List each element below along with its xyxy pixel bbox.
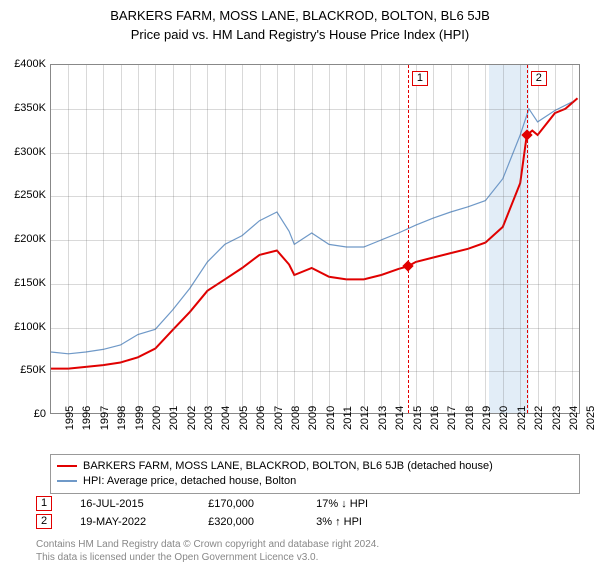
copyright: Contains HM Land Registry data © Crown c… bbox=[36, 539, 379, 564]
chart-title: BARKERS FARM, MOSS LANE, BLACKROD, BOLTO… bbox=[0, 8, 600, 23]
gridline-h bbox=[51, 153, 579, 154]
gridline-v bbox=[572, 65, 573, 413]
yaxis-label: £300K bbox=[14, 146, 46, 158]
gridline-v bbox=[538, 65, 539, 413]
gridline-v bbox=[503, 65, 504, 413]
gridline-v bbox=[277, 65, 278, 413]
legend-swatch bbox=[57, 480, 77, 482]
gridline-h bbox=[51, 196, 579, 197]
gridline-v bbox=[364, 65, 365, 413]
yaxis-label: £350K bbox=[14, 102, 46, 114]
gridline-h bbox=[51, 371, 579, 372]
chart-container: BARKERS FARM, MOSS LANE, BLACKROD, BOLTO… bbox=[0, 8, 600, 568]
gridline-v bbox=[86, 65, 87, 413]
gridline-h bbox=[51, 284, 579, 285]
gridline-v bbox=[346, 65, 347, 413]
gridline-v bbox=[416, 65, 417, 413]
sale-num: 2 bbox=[36, 514, 52, 529]
gridline-v bbox=[555, 65, 556, 413]
sale-price: £170,000 bbox=[208, 498, 288, 510]
gridline-v bbox=[121, 65, 122, 413]
legend-label: HPI: Average price, detached house, Bolt… bbox=[83, 474, 296, 489]
sale-callout: 2 bbox=[531, 71, 547, 86]
yaxis-label: £250K bbox=[14, 189, 46, 201]
gridline-h bbox=[51, 240, 579, 241]
sale-date: 16-JUL-2015 bbox=[80, 498, 180, 510]
gridline-v bbox=[155, 65, 156, 413]
gridline-h bbox=[51, 109, 579, 110]
gridline-v bbox=[329, 65, 330, 413]
legend-label: BARKERS FARM, MOSS LANE, BLACKROD, BOLTO… bbox=[83, 459, 493, 474]
legend-row: HPI: Average price, detached house, Bolt… bbox=[57, 474, 573, 489]
gridline-v bbox=[520, 65, 521, 413]
gridline-v bbox=[468, 65, 469, 413]
xaxis-label: 2025 bbox=[571, 406, 597, 430]
sale-price: £320,000 bbox=[208, 516, 288, 528]
legend-row: BARKERS FARM, MOSS LANE, BLACKROD, BOLTO… bbox=[57, 459, 573, 474]
sale-callout: 1 bbox=[412, 71, 428, 86]
gridline-v bbox=[103, 65, 104, 413]
gridline-v bbox=[312, 65, 313, 413]
sale-vline bbox=[408, 65, 409, 413]
gridline-h bbox=[51, 328, 579, 329]
gridline-v bbox=[225, 65, 226, 413]
gridline-v bbox=[138, 65, 139, 413]
chart-subtitle: Price paid vs. HM Land Registry's House … bbox=[0, 27, 600, 42]
sale-vline bbox=[527, 65, 528, 413]
legend-swatch bbox=[57, 465, 77, 467]
gridline-v bbox=[173, 65, 174, 413]
gridline-v bbox=[433, 65, 434, 413]
gridline-v bbox=[381, 65, 382, 413]
legend: BARKERS FARM, MOSS LANE, BLACKROD, BOLTO… bbox=[50, 454, 580, 494]
gridline-v bbox=[190, 65, 191, 413]
gridline-v bbox=[242, 65, 243, 413]
sale-row: 1 16-JUL-2015 £170,000 17% ↓ HPI bbox=[36, 496, 368, 511]
gridline-v bbox=[260, 65, 261, 413]
chart-area: 12 £0£50K£100K£150K£200K£250K£300K£350K£… bbox=[50, 64, 580, 414]
sale-row: 2 19-MAY-2022 £320,000 3% ↑ HPI bbox=[36, 514, 368, 529]
gridline-v bbox=[399, 65, 400, 413]
yaxis-label: £200K bbox=[14, 233, 46, 245]
sale-date: 19-MAY-2022 bbox=[80, 516, 180, 528]
yaxis-label: £400K bbox=[14, 58, 46, 70]
gridline-v bbox=[207, 65, 208, 413]
gridline-v bbox=[485, 65, 486, 413]
sale-diff: 17% ↓ HPI bbox=[316, 498, 368, 510]
gridline-v bbox=[451, 65, 452, 413]
copyright-line2: This data is licensed under the Open Gov… bbox=[36, 552, 379, 565]
sale-num: 1 bbox=[36, 496, 52, 511]
sale-diff: 3% ↑ HPI bbox=[316, 516, 362, 528]
copyright-line1: Contains HM Land Registry data © Crown c… bbox=[36, 539, 379, 552]
sales-table: 1 16-JUL-2015 £170,000 17% ↓ HPI 2 19-MAY-202… bbox=[36, 496, 368, 532]
yaxis-label: £100K bbox=[14, 321, 46, 333]
gridline-v bbox=[294, 65, 295, 413]
yaxis-label: £50K bbox=[20, 364, 46, 376]
yaxis-label: £0 bbox=[34, 408, 46, 420]
yaxis-label: £150K bbox=[14, 277, 46, 289]
plot-region: 12 bbox=[50, 64, 580, 414]
gridline-v bbox=[68, 65, 69, 413]
